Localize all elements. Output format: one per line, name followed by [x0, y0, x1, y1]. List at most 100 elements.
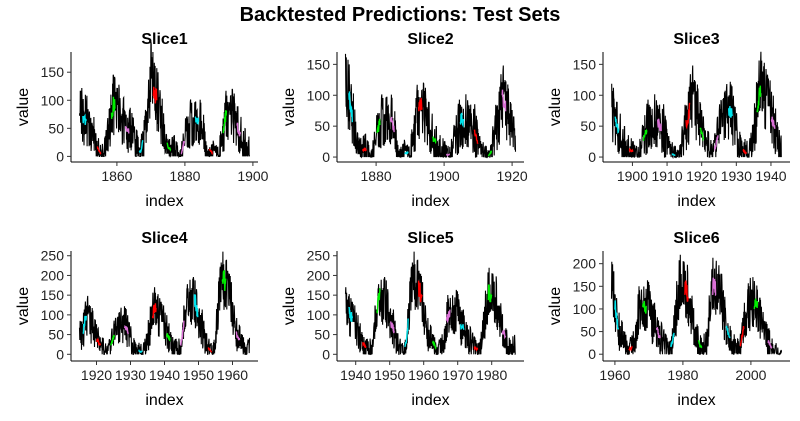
- x-tick-label: 1920: [497, 168, 528, 184]
- panel-title: Slice1: [141, 31, 187, 48]
- y-tick-label: 200: [41, 267, 65, 283]
- y-tick-label: 250: [307, 248, 331, 264]
- y-tick-label: 100: [41, 92, 65, 108]
- y-tick-label: 50: [580, 118, 596, 134]
- y-tick-label: 0: [56, 346, 64, 362]
- prediction-segment: [138, 349, 143, 354]
- prediction-segment: [767, 340, 773, 350]
- prediction-segment: [390, 116, 395, 133]
- prediction-segment: [207, 347, 213, 353]
- y-tick-label: 150: [41, 287, 65, 303]
- y-tick-label: 150: [307, 287, 331, 303]
- x-tick-label: 1960: [599, 367, 630, 383]
- x-axis-label: index: [145, 392, 183, 409]
- x-tick-label: 1920: [81, 367, 112, 383]
- prediction-segment: [753, 298, 759, 310]
- y-tick-label: 200: [573, 256, 597, 272]
- prediction-segment: [152, 86, 158, 104]
- prediction-segment: [445, 309, 451, 324]
- x-axis-label: index: [145, 193, 183, 210]
- prediction-segment: [628, 147, 634, 153]
- prediction-segment: [432, 136, 437, 144]
- prediction-segment: [459, 323, 465, 330]
- y-tick-label: 150: [41, 64, 65, 80]
- x-tick-label: 1940: [755, 168, 786, 184]
- x-tick-label: 1980: [667, 367, 698, 383]
- y-tick-label: 200: [307, 267, 331, 283]
- prediction-segment: [138, 140, 144, 154]
- y-tick-label: 100: [41, 307, 65, 323]
- x-tick-label: 1970: [442, 367, 473, 383]
- prediction-segment: [671, 153, 676, 157]
- x-tick-label: 1940: [149, 367, 180, 383]
- actual-series-line: [344, 251, 516, 356]
- prediction-segment: [417, 97, 423, 112]
- panel-5: Slice5 0 50 100 150 200 250 1940 1950 1960 1970 198…: [281, 230, 524, 409]
- prediction-segment: [222, 110, 228, 134]
- prediction-segment: [473, 345, 479, 352]
- prediction-segment: [165, 333, 171, 342]
- x-tick-label: 2000: [735, 367, 766, 383]
- y-axis-label: value: [547, 88, 564, 126]
- y-tick-label: 0: [322, 149, 330, 165]
- x-tick-label: 1900: [429, 168, 460, 184]
- x-axis-label: index: [677, 392, 715, 409]
- prediction-segment: [770, 116, 776, 130]
- prediction-segment: [180, 140, 186, 155]
- y-axis-label: value: [281, 287, 298, 325]
- x-tick-label: 1920: [686, 168, 717, 184]
- panel-title: Slice4: [141, 230, 187, 247]
- y-tick-label: 150: [307, 56, 331, 72]
- actual-series-line: [610, 254, 783, 356]
- prediction-segment: [96, 337, 101, 347]
- prediction-segment: [124, 324, 129, 335]
- actual-series-line: [611, 51, 782, 160]
- prediction-segment: [642, 128, 648, 141]
- prediction-segment: [417, 280, 423, 303]
- y-tick-label: 0: [56, 148, 64, 164]
- panel-3: Slice3 0 50 100 150 1900 1910 1920 1930 1940 index…: [547, 31, 790, 210]
- prediction-segment: [756, 85, 762, 113]
- y-tick-label: 50: [314, 327, 330, 343]
- y-tick-label: 50: [314, 118, 330, 134]
- prediction-segment: [656, 327, 661, 339]
- y-tick-label: 100: [307, 87, 331, 103]
- actual-series-line: [78, 41, 251, 159]
- prediction-segment: [614, 300, 619, 330]
- panel-2: Slice2 0 50 100 150 1880 1900 1920 index value: [281, 31, 528, 210]
- panel-title: Slice2: [407, 31, 453, 48]
- prediction-segment: [739, 326, 745, 347]
- x-tick-label: 1950: [374, 367, 405, 383]
- x-tick-label: 1960: [408, 367, 439, 383]
- prediction-segment: [501, 89, 507, 112]
- y-tick-label: 50: [580, 324, 596, 340]
- prediction-segment: [699, 127, 705, 142]
- y-tick-label: 100: [573, 87, 597, 103]
- prediction-segment: [193, 294, 199, 318]
- prediction-segment: [348, 91, 353, 123]
- x-tick-label: 1930: [721, 168, 752, 184]
- prediction-segment: [166, 142, 172, 152]
- prediction-segment: [459, 112, 465, 129]
- prediction-segment: [236, 122, 241, 137]
- x-tick-label: 1960: [217, 367, 248, 383]
- y-tick-label: 100: [307, 307, 331, 323]
- prediction-segment: [713, 135, 719, 152]
- prediction-segment: [82, 113, 87, 125]
- y-axis-label: value: [281, 88, 298, 126]
- prediction-segment: [404, 150, 409, 155]
- prediction-segment: [628, 345, 633, 352]
- prediction-segment: [728, 105, 733, 118]
- prediction-segment: [362, 146, 367, 153]
- prediction-segment: [657, 118, 662, 132]
- x-axis-label: index: [677, 193, 715, 210]
- prediction-segment: [487, 150, 493, 157]
- prediction-segment: [697, 340, 703, 349]
- prediction-segment: [235, 331, 241, 341]
- y-tick-label: 50: [48, 327, 64, 343]
- y-tick-label: 150: [573, 56, 597, 72]
- prediction-segment: [124, 125, 130, 134]
- prediction-segment: [362, 341, 367, 349]
- y-tick-label: 0: [588, 149, 596, 165]
- prediction-segment: [501, 328, 507, 340]
